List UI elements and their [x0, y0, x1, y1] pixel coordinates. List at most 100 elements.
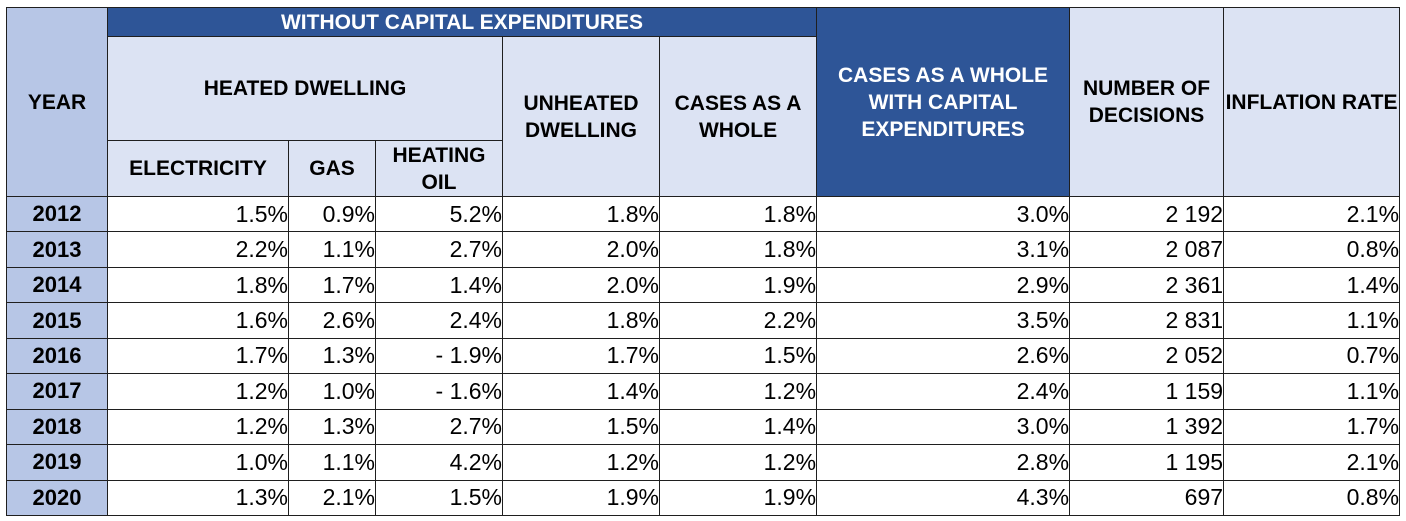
year-cell: 2016 [6, 337, 108, 375]
cases-whole-cell: 1.8% [658, 195, 818, 233]
inflation-cell: 0.7% [1223, 337, 1401, 375]
electricity-cell: 1.6% [107, 302, 289, 339]
heating-oil-cell: - 1.9% [375, 337, 503, 375]
decisions-cell: 2 361 [1069, 266, 1225, 304]
electricity-cell: 1.3% [107, 479, 289, 516]
electricity-cell: 1.5% [107, 195, 289, 233]
unheated-dwelling-cell: 1.4% [502, 373, 660, 410]
gas-cell: 2.1% [288, 479, 376, 516]
cases-whole-capex-cell: 2.9% [816, 266, 1071, 304]
header-cases-as-a-whole: CASES AS A WHOLE [658, 36, 818, 197]
inflation-cell: 0.8% [1223, 479, 1401, 516]
inflation-cell: 2.1% [1223, 444, 1401, 481]
electricity-cell: 1.7% [107, 337, 289, 375]
year-cell: 2012 [6, 195, 108, 233]
cases-whole-cell: 1.9% [658, 266, 818, 304]
header-inflation-rate: INFLATION RATE [1223, 7, 1401, 197]
cases-whole-capex-cell: 3.0% [816, 195, 1071, 233]
inflation-cell: 1.1% [1223, 302, 1401, 339]
header-number-of-decisions: NUMBER OF DECISIONS [1069, 7, 1225, 197]
cases-whole-capex-cell: 2.8% [816, 444, 1071, 481]
year-cell: 2019 [6, 444, 108, 481]
unheated-dwelling-cell: 1.9% [502, 479, 660, 516]
electricity-cell: 1.2% [107, 408, 289, 446]
year-cell: 2014 [6, 266, 108, 304]
table-row: 2016 1.7% 1.3% - 1.9% 1.7% 1.5% 2.6% 2 0… [6, 337, 1401, 375]
year-cell: 2018 [6, 408, 108, 446]
decisions-cell: 2 052 [1069, 337, 1225, 375]
electricity-cell: 2.2% [107, 231, 289, 268]
rent-increase-table: YEAR WITHOUT CAPITAL EXPENDITURES CASES … [6, 7, 1401, 516]
unheated-dwelling-cell: 1.2% [502, 444, 660, 481]
inflation-cell: 1.7% [1223, 408, 1401, 446]
table-row: 2012 1.5% 0.9% 5.2% 1.8% 1.8% 3.0% 2 192… [6, 195, 1401, 233]
electricity-cell: 1.2% [107, 373, 289, 410]
unheated-dwelling-cell: 1.5% [502, 408, 660, 446]
gas-cell: 1.1% [288, 231, 376, 268]
cases-whole-capex-cell: 3.1% [816, 231, 1071, 268]
decisions-cell: 1 392 [1069, 408, 1225, 446]
inflation-cell: 1.4% [1223, 266, 1401, 304]
table-row: 2015 1.6% 2.6% 2.4% 1.8% 2.2% 3.5% 2 831… [6, 302, 1401, 339]
decisions-cell: 2 087 [1069, 231, 1225, 268]
decisions-cell: 2 831 [1069, 302, 1225, 339]
header-without-capital-expenditures: WITHOUT CAPITAL EXPENDITURES [106, 7, 818, 37]
table-row: 2019 1.0% 1.1% 4.2% 1.2% 1.2% 2.8% 1 195… [6, 444, 1401, 481]
heating-oil-cell: 5.2% [375, 195, 503, 233]
inflation-cell: 1.1% [1223, 373, 1401, 410]
gas-cell: 0.9% [288, 195, 376, 233]
heating-oil-cell: 1.5% [375, 479, 503, 516]
cases-whole-capex-cell: 3.5% [816, 302, 1071, 339]
year-cell: 2015 [6, 302, 108, 339]
header-electricity: ELECTRICITY [107, 140, 289, 197]
table-row: 2014 1.8% 1.7% 1.4% 2.0% 1.9% 2.9% 2 361… [6, 266, 1401, 304]
header-heated-dwelling: HEATED DWELLING [107, 36, 503, 141]
header-heating-oil: HEATING OIL [375, 140, 503, 197]
cases-whole-cell: 1.2% [658, 373, 818, 410]
year-cell: 2020 [6, 479, 108, 516]
cases-whole-cell: 1.2% [658, 444, 818, 481]
gas-cell: 1.3% [288, 408, 376, 446]
gas-cell: 1.0% [288, 373, 376, 410]
header-year: YEAR [6, 7, 108, 197]
unheated-dwelling-cell: 2.0% [502, 266, 660, 304]
unheated-dwelling-cell: 2.0% [502, 231, 660, 268]
heating-oil-cell: 2.4% [375, 302, 503, 339]
gas-cell: 2.6% [288, 302, 376, 339]
electricity-cell: 1.8% [107, 266, 289, 304]
decisions-cell: 1 159 [1069, 373, 1225, 410]
table-row: 2020 1.3% 2.1% 1.5% 1.9% 1.9% 4.3% 697 0… [6, 479, 1401, 516]
cases-whole-capex-cell: 3.0% [816, 408, 1071, 446]
gas-cell: 1.1% [288, 444, 376, 481]
cases-whole-cell: 2.2% [658, 302, 818, 339]
unheated-dwelling-cell: 1.8% [502, 302, 660, 339]
decisions-cell: 2 192 [1069, 195, 1225, 233]
cases-whole-cell: 1.5% [658, 337, 818, 375]
unheated-dwelling-cell: 1.8% [502, 195, 660, 233]
gas-cell: 1.7% [288, 266, 376, 304]
heating-oil-cell: 2.7% [375, 231, 503, 268]
cases-whole-capex-cell: 4.3% [816, 479, 1071, 516]
year-cell: 2013 [6, 231, 108, 268]
decisions-cell: 697 [1069, 479, 1225, 516]
gas-cell: 1.3% [288, 337, 376, 375]
heating-oil-cell: 2.7% [375, 408, 503, 446]
year-cell: 2017 [6, 373, 108, 410]
table-row: 2013 2.2% 1.1% 2.7% 2.0% 1.8% 3.1% 2 087… [6, 231, 1401, 268]
inflation-cell: 2.1% [1223, 195, 1401, 233]
inflation-cell: 0.8% [1223, 231, 1401, 268]
cases-whole-cell: 1.9% [658, 479, 818, 516]
unheated-dwelling-cell: 1.7% [502, 337, 660, 375]
table-row: 2018 1.2% 1.3% 2.7% 1.5% 1.4% 3.0% 1 392… [6, 408, 1401, 446]
cases-whole-cell: 1.4% [658, 408, 818, 446]
decisions-cell: 1 195 [1069, 444, 1225, 481]
heating-oil-cell: 1.4% [375, 266, 503, 304]
cases-whole-capex-cell: 2.4% [816, 373, 1071, 410]
cases-whole-capex-cell: 2.6% [816, 337, 1071, 375]
cases-whole-cell: 1.8% [658, 231, 818, 268]
header-cases-whole-with-capex: CASES AS A WHOLE WITH CAPITAL EXPENDITUR… [816, 7, 1071, 197]
heating-oil-cell: 4.2% [375, 444, 503, 481]
electricity-cell: 1.0% [107, 444, 289, 481]
table-row: 2017 1.2% 1.0% - 1.6% 1.4% 1.2% 2.4% 1 1… [6, 373, 1401, 410]
heating-oil-cell: - 1.6% [375, 373, 503, 410]
